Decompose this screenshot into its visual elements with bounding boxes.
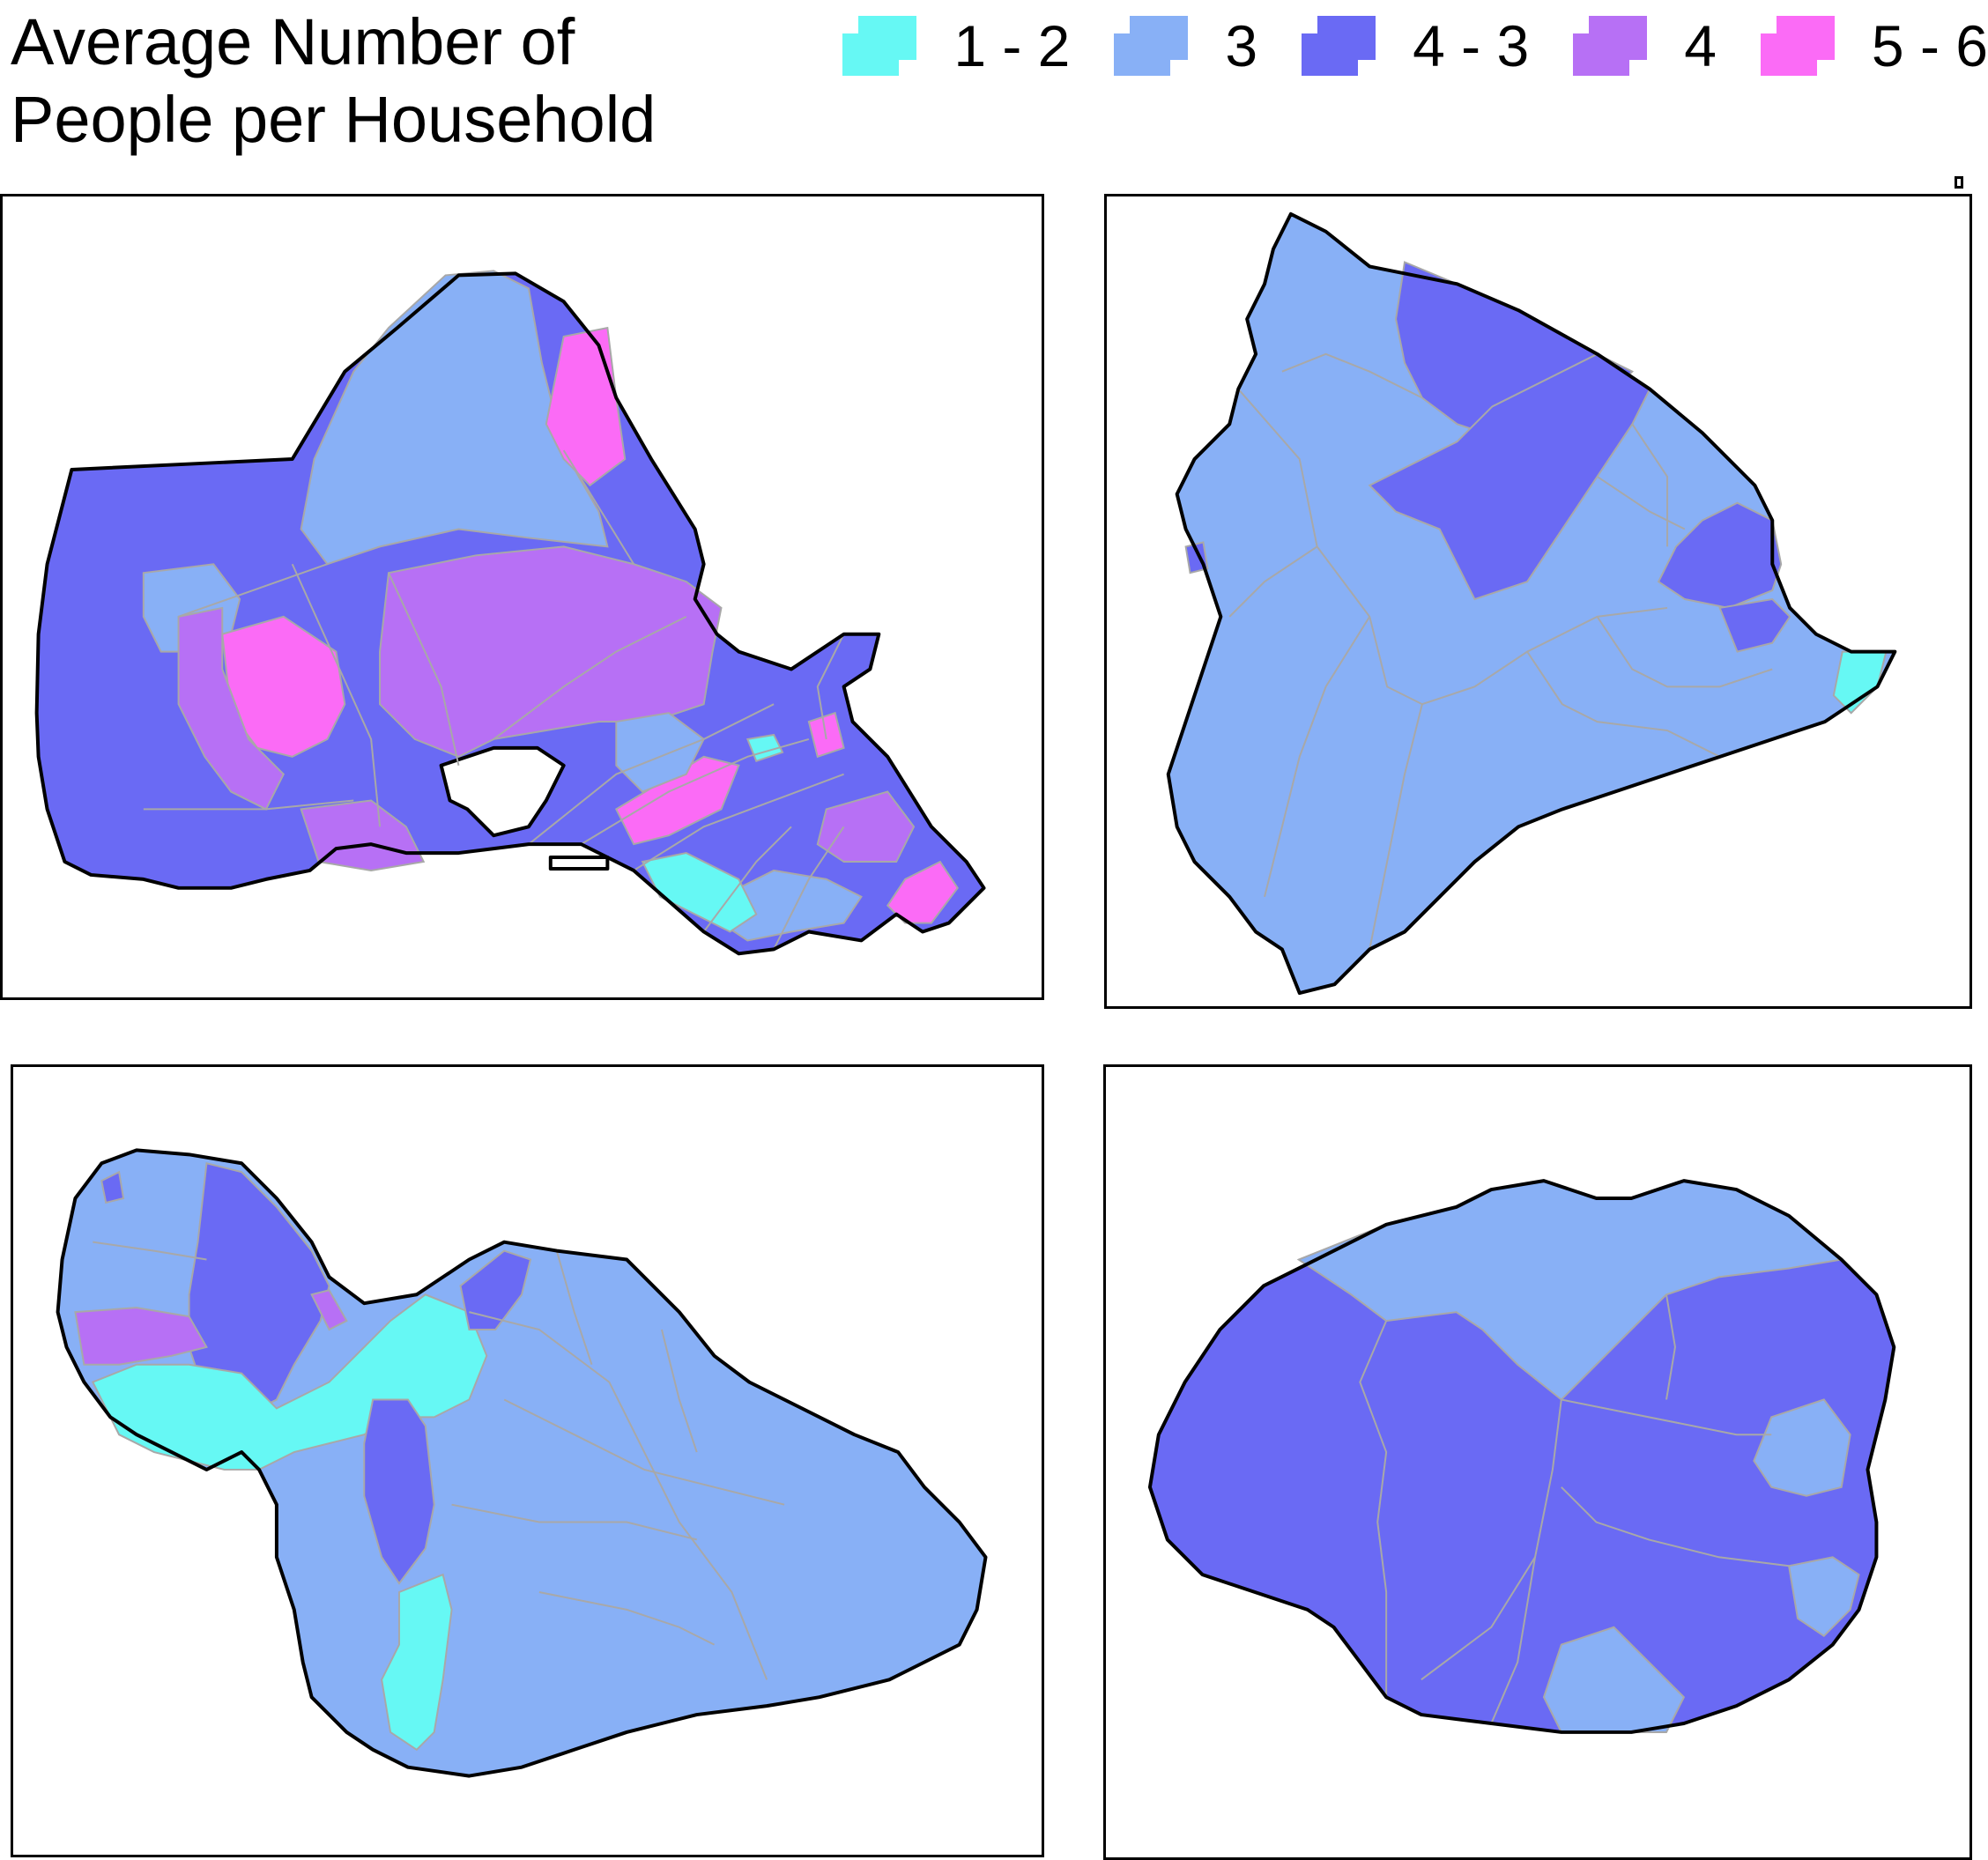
hawaii-hilo-region — [1657, 501, 1783, 609]
legend-item-5-6: 5 - 6 — [1717, 12, 1988, 79]
map-title: Average Number of People per Household — [11, 4, 656, 159]
maui-central-region — [363, 1398, 435, 1585]
maui-boundary-6 — [538, 1591, 716, 1646]
maui-map — [56, 1148, 988, 1778]
maui-west-tip-region — [100, 1170, 125, 1204]
legend-swatch-4-3 — [1302, 16, 1376, 76]
hawaii-hilo-south-region — [1718, 597, 1791, 653]
hawaii-boundary-9 — [1597, 476, 1686, 530]
oahu-boundary-12 — [816, 634, 845, 740]
legend-item-4-3: 4 - 3 — [1257, 12, 1529, 79]
map-panel-hawaii — [1104, 194, 1972, 1009]
legend-label-4-3: 4 - 3 — [1413, 13, 1530, 78]
oahu-boundary-6 — [633, 773, 844, 871]
legend-item-1-2: 1 - 2 — [798, 12, 1070, 79]
hawaii-boundary-4 — [1369, 703, 1423, 950]
legend-swatch-5-6 — [1760, 16, 1835, 76]
oahu-boundary-4 — [528, 703, 775, 845]
maui-boundary-5 — [661, 1329, 698, 1453]
maui-north-region — [459, 1249, 532, 1330]
kauai-coastline — [1147, 1179, 1896, 1734]
legend-label-4: 4 — [1684, 13, 1717, 78]
map-panel-maui — [11, 1064, 1044, 1857]
oahu-boundary-5 — [581, 737, 810, 845]
kauai-map — [1147, 1179, 1896, 1734]
oahu-boundary-3 — [493, 615, 687, 740]
oahu-southeast-pink-region — [886, 860, 959, 924]
corner-marker — [1955, 176, 1963, 189]
oahu-boundary-2 — [388, 572, 460, 766]
hawaii-boundary-1 — [1237, 388, 1668, 706]
oahu-south-pier — [548, 856, 610, 871]
oahu-southwest-purple-region — [177, 606, 285, 811]
oahu-boundary-7 — [702, 826, 792, 933]
maui-boundary-4 — [555, 1250, 593, 1366]
kauai-boundary-3 — [1561, 1398, 1772, 1436]
kauai-south-region — [1542, 1626, 1686, 1733]
oahu-boundary-9 — [562, 449, 635, 565]
hawaii-boundary-3 — [1264, 616, 1371, 898]
legend-item-3: 3 — [1070, 12, 1257, 79]
hawaii-map — [1166, 211, 1897, 996]
oahu-boundary-10 — [178, 563, 328, 618]
legend: 1 - 2 3 4 - 3 4 5 - 6 — [798, 12, 1988, 79]
kauai-boundary-4 — [1665, 1294, 1676, 1400]
legend-label-5-6: 5 - 6 — [1871, 13, 1988, 78]
oahu-east-purple-region — [816, 790, 916, 863]
maui-south-cyan-region — [381, 1573, 453, 1752]
oahu-south-pink-region — [614, 755, 740, 846]
hawaii-boundary-6 — [1596, 616, 1773, 688]
maui-boundary-1 — [469, 1311, 768, 1680]
kauai-southeast-region — [1787, 1556, 1860, 1637]
oahu-pearl-harbor — [439, 745, 566, 838]
map-panel-kauai — [1103, 1064, 1972, 1860]
hawaii-coastline — [1166, 211, 1897, 996]
hawaii-hamakua-region — [1368, 352, 1651, 601]
map-title-line-1: Average Number of — [11, 5, 575, 78]
legend-label-1-2: 1 - 2 — [953, 13, 1071, 78]
legend-item-4: 4 — [1529, 12, 1717, 79]
hawaii-boundary-7 — [1631, 423, 1669, 547]
oahu-boundary-11 — [143, 799, 354, 811]
kauai-boundary-6 — [1421, 1556, 1536, 1681]
legend-label-3: 3 — [1225, 13, 1258, 78]
hawaii-boundary-5 — [1526, 651, 1721, 758]
oahu-east-blue-region — [615, 712, 705, 793]
oahu-boundary-8 — [773, 826, 845, 950]
hawaii-boundary-2 — [1228, 545, 1318, 618]
legend-swatch-3 — [1114, 16, 1189, 76]
legend-swatch-1-2 — [842, 16, 917, 76]
hawaii-boundary-8 — [1281, 352, 1423, 399]
oahu-boundary-1 — [291, 563, 382, 827]
map-panel-oahu — [0, 194, 1044, 1000]
kauai-east-region — [1753, 1398, 1851, 1497]
oahu-map — [34, 270, 986, 956]
kauai-boundary-2 — [1359, 1320, 1388, 1698]
map-title-line-2: People per Household — [11, 83, 656, 156]
maui-boundary-3 — [451, 1503, 697, 1541]
maui-lahaina-purple-region — [74, 1307, 208, 1366]
maui-boundary-7 — [93, 1241, 207, 1261]
legend-swatch-4 — [1573, 16, 1648, 76]
maui-coastline — [56, 1148, 988, 1778]
oahu-coastline — [34, 271, 986, 956]
maui-west-ridge-region — [188, 1162, 330, 1419]
maui-kaanapali-purple-region — [310, 1289, 348, 1331]
kauai-boundary-5 — [1561, 1486, 1790, 1567]
maui-boundary-2 — [503, 1398, 785, 1506]
